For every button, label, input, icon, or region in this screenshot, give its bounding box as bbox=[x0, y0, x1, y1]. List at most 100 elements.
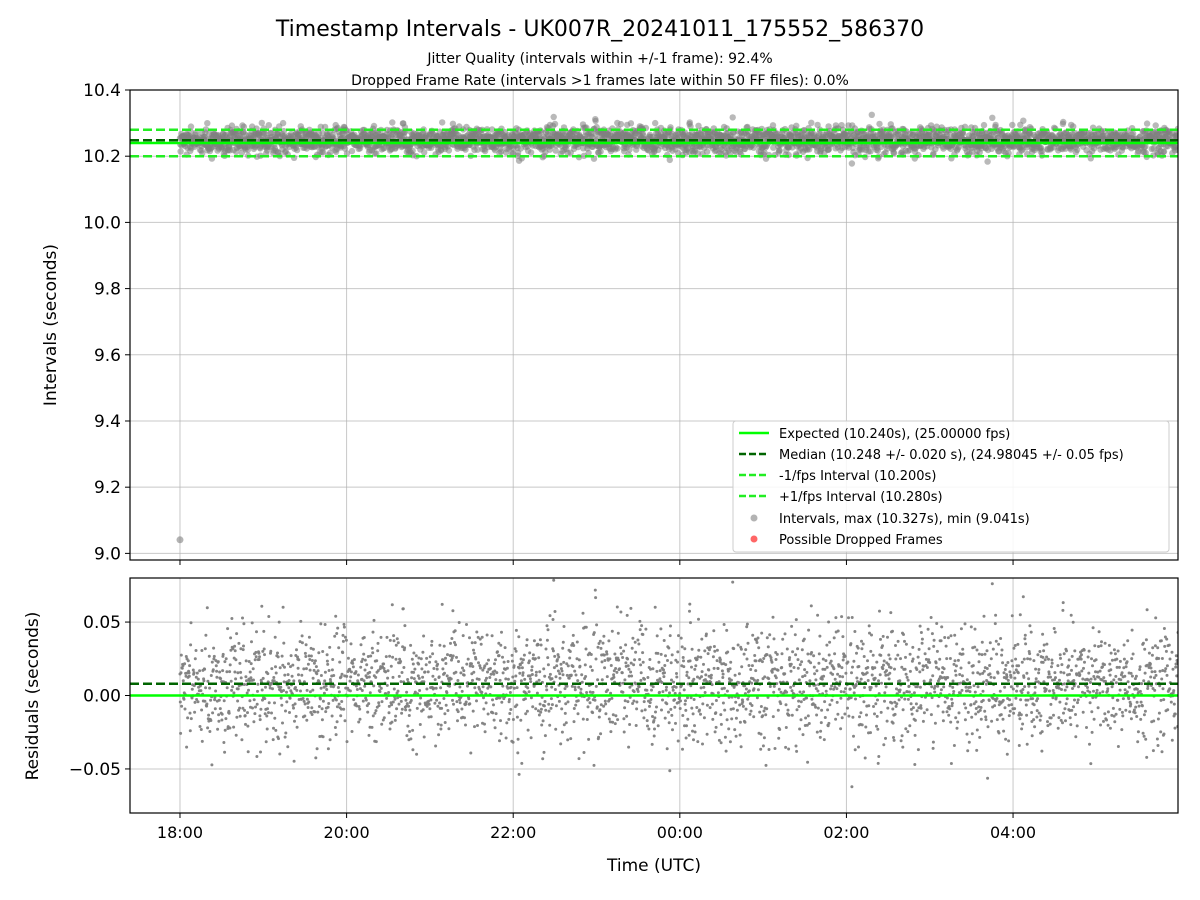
residual-point bbox=[367, 733, 371, 737]
residual-point bbox=[570, 684, 574, 688]
residual-point bbox=[324, 684, 328, 688]
residual-point bbox=[627, 667, 631, 671]
residual-point bbox=[651, 715, 654, 718]
residual-point bbox=[518, 663, 522, 667]
residual-point bbox=[501, 671, 505, 675]
residual-point bbox=[372, 684, 376, 688]
residual-point bbox=[510, 653, 514, 657]
residual-point bbox=[391, 675, 395, 679]
residual-point bbox=[798, 727, 802, 731]
residual-point bbox=[756, 678, 760, 682]
residual-point bbox=[217, 719, 221, 723]
residual-point bbox=[338, 660, 342, 664]
residual-point bbox=[756, 688, 760, 692]
residual-point bbox=[473, 725, 476, 729]
residual-point bbox=[345, 674, 349, 678]
residual-point bbox=[795, 749, 799, 753]
residual-point bbox=[707, 668, 711, 672]
residual-point bbox=[300, 641, 304, 645]
residual-point bbox=[399, 660, 403, 663]
residual-point bbox=[228, 726, 232, 730]
residual-point bbox=[223, 660, 227, 664]
residual-point bbox=[440, 602, 444, 606]
residual-point bbox=[199, 728, 203, 731]
residual-point bbox=[622, 649, 626, 653]
residual-point bbox=[409, 737, 413, 741]
residual-point bbox=[214, 689, 218, 693]
residual-point bbox=[702, 662, 705, 666]
residual-point bbox=[719, 713, 723, 717]
residual-point bbox=[259, 707, 263, 711]
residual-point bbox=[520, 661, 524, 665]
residual-point bbox=[410, 676, 414, 680]
residual-point bbox=[384, 655, 388, 659]
legend-box bbox=[732, 420, 1170, 553]
intervals-y-tick-label: 9.6 bbox=[94, 346, 121, 366]
residual-point bbox=[464, 700, 468, 704]
residual-point bbox=[212, 657, 216, 661]
residual-point bbox=[308, 668, 312, 672]
residual-point bbox=[772, 637, 776, 641]
residual-point bbox=[623, 678, 627, 682]
residual-point bbox=[342, 625, 346, 629]
residual-point bbox=[242, 622, 246, 626]
residual-point bbox=[305, 697, 309, 701]
residual-point bbox=[456, 719, 459, 723]
residual-point bbox=[759, 732, 763, 736]
residual-point bbox=[789, 662, 793, 666]
residual-point bbox=[518, 671, 522, 675]
residual-point bbox=[776, 708, 780, 712]
residual-point bbox=[462, 669, 466, 673]
residual-point bbox=[421, 708, 425, 712]
residual-point bbox=[494, 712, 498, 716]
residual-point bbox=[449, 653, 453, 657]
interval-point bbox=[876, 120, 883, 128]
residual-point bbox=[702, 716, 706, 720]
interval-point bbox=[848, 160, 856, 167]
residual-point bbox=[506, 660, 510, 663]
residual-point bbox=[357, 720, 361, 724]
residual-point bbox=[536, 709, 540, 713]
residual-point bbox=[597, 735, 601, 739]
residual-point bbox=[429, 698, 433, 702]
residual-point bbox=[551, 649, 555, 653]
residual-point bbox=[209, 674, 213, 677]
residual-point bbox=[200, 708, 204, 712]
residual-point bbox=[676, 650, 680, 654]
residual-point bbox=[731, 707, 735, 711]
residual-point bbox=[250, 640, 253, 644]
residual-point bbox=[599, 732, 603, 736]
residual-point bbox=[211, 711, 215, 715]
residual-point bbox=[466, 684, 469, 688]
residual-point bbox=[606, 688, 610, 692]
residual-point bbox=[189, 717, 193, 721]
residual-point bbox=[486, 670, 489, 674]
interval-point bbox=[592, 117, 599, 125]
residual-point bbox=[294, 686, 297, 689]
residual-point bbox=[475, 699, 478, 703]
residual-point bbox=[307, 700, 311, 704]
interval-point bbox=[992, 121, 999, 129]
residual-point bbox=[362, 636, 366, 639]
residual-point bbox=[463, 716, 466, 720]
interval-point bbox=[989, 114, 996, 122]
residual-point bbox=[715, 648, 719, 652]
residual-point bbox=[785, 690, 789, 694]
residual-point bbox=[232, 691, 236, 695]
residual-point bbox=[368, 691, 372, 695]
residual-point bbox=[675, 675, 679, 679]
residual-point bbox=[315, 672, 319, 676]
residual-point bbox=[260, 688, 264, 692]
residual-point bbox=[460, 689, 464, 693]
residual-point bbox=[755, 696, 759, 700]
residual-point bbox=[737, 672, 741, 676]
residual-point bbox=[284, 731, 288, 735]
legend-label-intervals: Intervals, max (10.327s), min (9.041s) bbox=[779, 512, 1030, 527]
residual-point bbox=[272, 726, 275, 730]
residual-point bbox=[565, 673, 569, 677]
residual-point bbox=[285, 700, 289, 704]
residual-point bbox=[776, 668, 780, 672]
residual-point bbox=[583, 663, 587, 667]
residual-point bbox=[622, 730, 626, 734]
residual-point bbox=[505, 666, 509, 670]
